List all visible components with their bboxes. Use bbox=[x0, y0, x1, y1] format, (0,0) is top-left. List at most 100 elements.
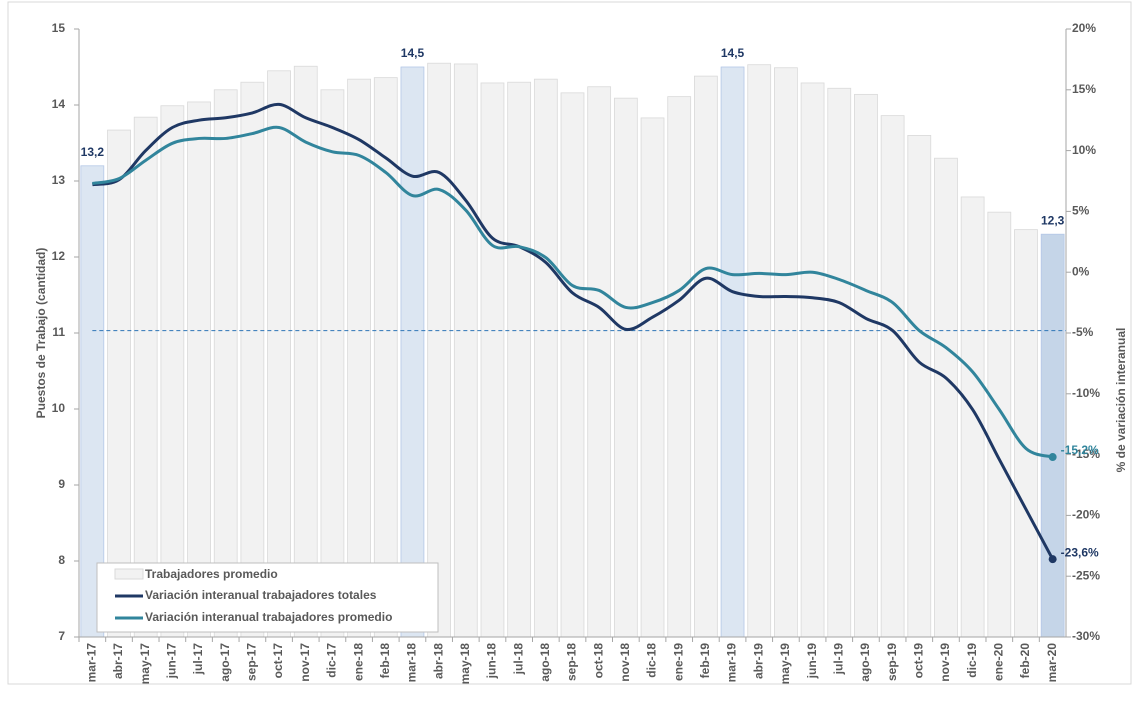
bar bbox=[720, 66, 745, 638]
x-tick-label: sep-17 bbox=[245, 643, 259, 681]
bar bbox=[347, 78, 371, 638]
bar bbox=[400, 66, 425, 638]
y2-tick-label: 5% bbox=[1072, 204, 1090, 218]
x-tick-label: jun-19 bbox=[805, 643, 819, 680]
legend-box bbox=[96, 562, 439, 633]
x-tick-label: may-18 bbox=[458, 643, 472, 685]
x-tick-label: jul-19 bbox=[831, 643, 845, 676]
x-tick-label: ago-18 bbox=[538, 643, 552, 682]
bar bbox=[320, 89, 345, 638]
x-tick-label: may-17 bbox=[138, 643, 152, 685]
bar bbox=[1040, 233, 1065, 638]
x-tick-label: may-19 bbox=[778, 643, 792, 685]
y-axis-title: Puestos de Trabajo (cantidad) bbox=[34, 248, 48, 419]
y-tick-label: 7 bbox=[58, 629, 65, 643]
bar-value-label: 13,2 bbox=[81, 145, 105, 159]
x-tick-label: jul-17 bbox=[191, 643, 205, 676]
x-tick-label: oct-17 bbox=[271, 643, 285, 679]
bar-value-label: 14,5 bbox=[401, 46, 425, 60]
line-value-label: -15,2% bbox=[1061, 443, 1099, 457]
bar bbox=[694, 75, 718, 638]
x-tick-label: mar-19 bbox=[725, 643, 739, 683]
bar bbox=[907, 134, 932, 638]
x-tick-label: ago-19 bbox=[858, 643, 872, 682]
y-tick-label: 12 bbox=[52, 249, 66, 263]
bar bbox=[533, 78, 558, 638]
line-end-marker bbox=[1048, 453, 1057, 462]
legend-label: Trabajadores promedio bbox=[145, 567, 278, 581]
legend-swatch bbox=[114, 568, 144, 580]
x-tick-label: mar-20 bbox=[1045, 643, 1059, 683]
bar bbox=[427, 62, 451, 638]
bar bbox=[613, 97, 638, 638]
x-tick-label: ene-20 bbox=[991, 643, 1005, 681]
x-tick-label: nov-17 bbox=[298, 643, 312, 682]
bar bbox=[480, 82, 505, 638]
x-tick-label: dic-17 bbox=[325, 643, 339, 678]
y2-tick-label: -20% bbox=[1072, 508, 1100, 522]
bar bbox=[293, 65, 318, 638]
x-tick-label: ene-19 bbox=[671, 643, 685, 681]
y-tick-label: 10 bbox=[52, 401, 66, 415]
x-tick-label: mar-17 bbox=[85, 643, 99, 683]
y2-tick-label: -5% bbox=[1072, 325, 1094, 339]
bar bbox=[187, 101, 211, 638]
bar-value-label: 14,5 bbox=[721, 46, 745, 60]
y2-tick-label: 0% bbox=[1072, 264, 1090, 278]
x-tick-label: nov-18 bbox=[618, 643, 632, 682]
bar bbox=[827, 87, 852, 638]
x-tick-label: abr-19 bbox=[751, 643, 765, 679]
y-tick-label: 8 bbox=[58, 553, 65, 567]
x-tick-label: abr-17 bbox=[111, 643, 125, 679]
bar bbox=[213, 89, 238, 638]
y-tick-label: 13 bbox=[52, 173, 66, 187]
x-tick-label: abr-18 bbox=[431, 643, 445, 679]
line-series bbox=[92, 102, 1054, 560]
y2-tick-label: -10% bbox=[1072, 386, 1100, 400]
legend-label: Variación interanual trabajadores totale… bbox=[145, 588, 377, 602]
y-tick-label: 11 bbox=[52, 325, 65, 339]
bar bbox=[107, 129, 131, 638]
chart-border bbox=[7, 1, 1132, 685]
line-series bbox=[92, 125, 1054, 459]
x-tick-label: oct-19 bbox=[911, 643, 925, 679]
y2-axis-title: % de variación interanual bbox=[1114, 328, 1128, 473]
y-tick-label: 15 bbox=[52, 21, 66, 35]
bar bbox=[507, 81, 532, 638]
bar bbox=[667, 96, 692, 638]
bar bbox=[160, 105, 185, 638]
x-tick-label: jun-17 bbox=[165, 643, 179, 680]
y-tick-label: 14 bbox=[52, 97, 66, 111]
x-tick-label: ene-18 bbox=[351, 643, 365, 681]
x-tick-label: jun-18 bbox=[485, 643, 499, 680]
bar bbox=[240, 81, 265, 638]
y2-tick-label: 15% bbox=[1072, 82, 1096, 96]
x-tick-label: dic-19 bbox=[965, 643, 979, 678]
bar bbox=[934, 157, 958, 638]
bar bbox=[560, 92, 585, 638]
y2-tick-label: 10% bbox=[1072, 143, 1096, 157]
bar bbox=[267, 70, 291, 638]
x-tick-label: oct-18 bbox=[591, 643, 605, 679]
bar bbox=[800, 82, 825, 638]
bar bbox=[774, 67, 798, 638]
bar bbox=[854, 93, 878, 638]
bar bbox=[880, 115, 905, 638]
bar bbox=[1014, 229, 1038, 638]
bar bbox=[133, 116, 158, 638]
y-tick-label: 9 bbox=[58, 477, 65, 491]
x-tick-label: ago-17 bbox=[218, 643, 232, 682]
y2-tick-label: 20% bbox=[1072, 21, 1096, 35]
legend-label: Variación interanual trabajadores promed… bbox=[145, 610, 392, 624]
bar bbox=[640, 117, 665, 638]
x-tick-label: sep-18 bbox=[565, 643, 579, 681]
x-tick-label: jul-18 bbox=[511, 643, 525, 676]
y2-tick-label: -30% bbox=[1072, 629, 1100, 643]
bar bbox=[453, 63, 478, 638]
line-end-marker bbox=[1048, 555, 1057, 564]
x-tick-label: dic-18 bbox=[645, 643, 659, 678]
bar bbox=[373, 77, 398, 638]
y2-tick-label: -25% bbox=[1072, 568, 1100, 582]
x-tick-label: mar-18 bbox=[405, 643, 419, 683]
